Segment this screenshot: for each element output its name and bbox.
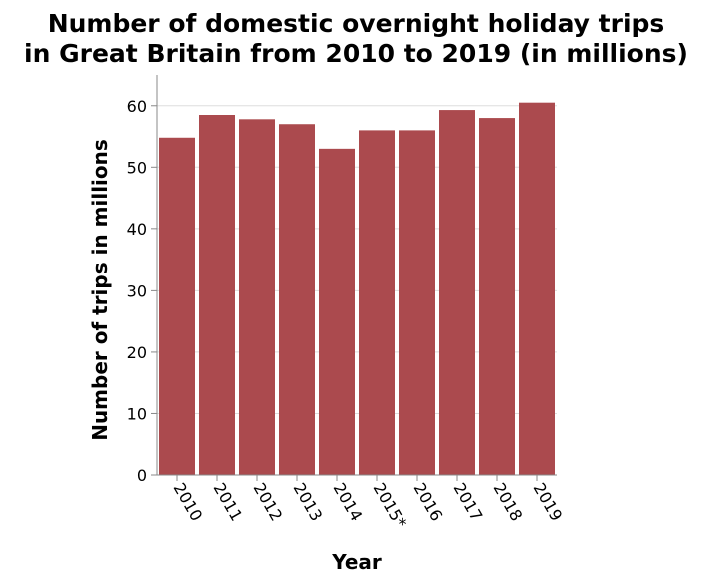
bar-2018 — [479, 118, 515, 476]
bar-2013 — [279, 124, 315, 475]
y-tick-label: 50 — [127, 158, 147, 177]
y-tick-label: 40 — [127, 220, 147, 239]
bar-2011 — [199, 115, 235, 475]
y-tick-label: 30 — [127, 281, 147, 300]
bar-2017 — [439, 110, 475, 476]
x-axis-label: Year — [331, 550, 382, 574]
x-axis: 2010 2011 2012 2013 2014 2015* 2016 2017 2018 201… — [157, 474, 567, 532]
x-tick-label: 2019 — [530, 480, 567, 525]
x-tick-label: 2017 — [450, 480, 487, 525]
bar-2019 — [519, 102, 555, 475]
x-tick-label: 2015* — [370, 480, 411, 532]
bar-2010 — [159, 137, 195, 475]
bar-2014 — [319, 148, 355, 475]
y-tick-label: 0 — [137, 466, 147, 485]
chart-title-line-2: in Great Britain from 2010 to 2019 (in m… — [24, 39, 688, 68]
x-tick-label: 2018 — [490, 480, 527, 525]
x-tick-label: 2016 — [410, 480, 447, 525]
chart-title-line-1: Number of domestic overnight holiday tri… — [48, 9, 665, 38]
bar-2016 — [399, 130, 435, 475]
y-tick-label: 60 — [127, 97, 147, 116]
x-tick-label: 2011 — [210, 480, 247, 525]
y-tick-label: 20 — [127, 343, 147, 362]
bar-2015 — [359, 130, 395, 475]
x-tick-label: 2014 — [330, 480, 367, 525]
y-axis: 0 10 20 30 40 50 60 — [127, 75, 158, 485]
y-axis-label: Number of trips in millions — [88, 139, 112, 441]
x-tick-label: 2010 — [170, 480, 207, 525]
y-tick-label: 10 — [127, 404, 147, 423]
bars — [159, 102, 555, 476]
x-tick-label: 2012 — [250, 480, 287, 525]
bar-2012 — [239, 119, 275, 476]
x-tick-label: 2013 — [290, 480, 327, 525]
